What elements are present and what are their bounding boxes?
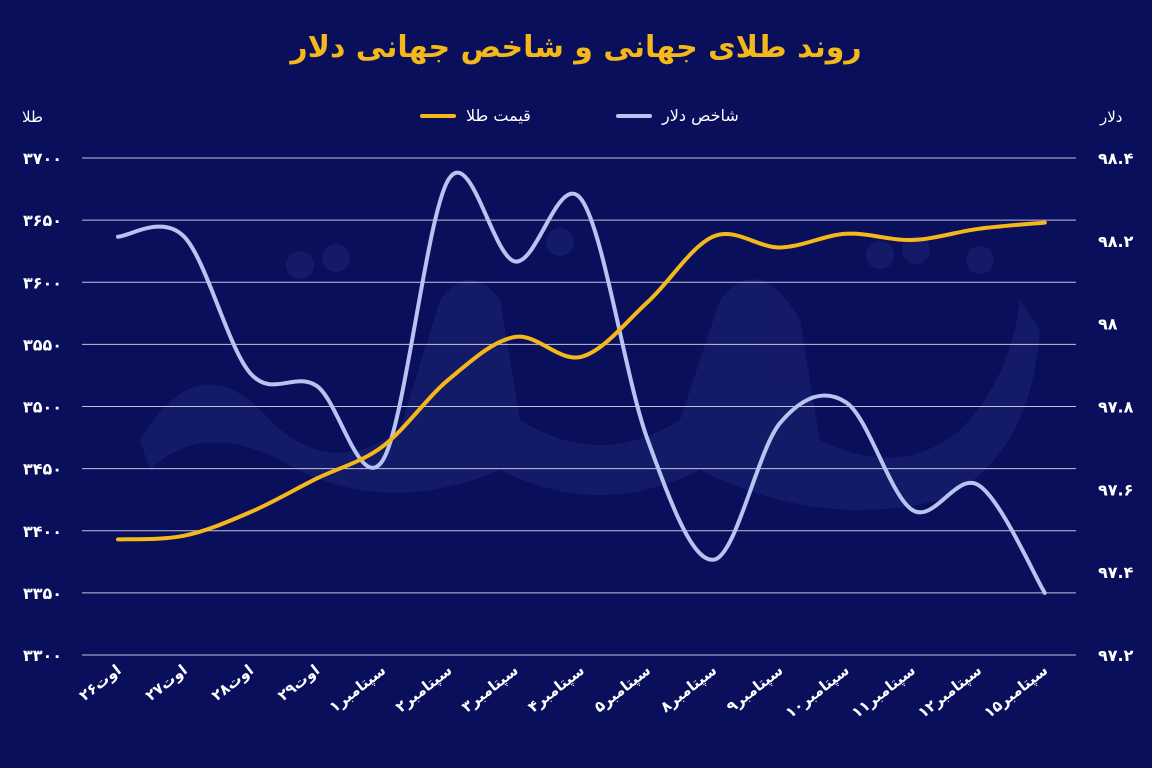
gold-price-line <box>116 220 1047 542</box>
left-tick-label: ۳۶۵۰ <box>23 211 62 230</box>
dollar-index-line <box>116 170 1047 595</box>
right-tick-label: ۹۷.۲ <box>1098 646 1134 665</box>
left-tick-label: ۳۴۵۰ <box>23 460 62 479</box>
x-tick-label: ۲۹اوت <box>274 661 323 705</box>
x-tick-label: ۱سپتامبر <box>326 661 390 717</box>
left-tick-label: ۳۳۰۰ <box>23 646 62 665</box>
x-tick-label: ۳سپتامبر <box>458 661 522 717</box>
left-tick-label: ۳۴۰۰ <box>23 522 62 541</box>
legend-label-gold: قیمت طلا <box>466 106 531 125</box>
right-tick-label: ۹۷.۸ <box>1098 398 1134 417</box>
x-tick-label: ۲۸اوت <box>208 661 257 705</box>
grid-lines <box>82 157 1076 656</box>
watermark-logo <box>140 228 1040 510</box>
x-tick-label: ۱۱سپتامبر <box>848 661 919 723</box>
left-tick-label: ۳۳۵۰ <box>23 584 62 603</box>
legend-item-dollar: شاخص دلار <box>616 106 739 125</box>
x-tick-label: ۱۵سپتامبر <box>981 661 1052 723</box>
legend-swatch-gold <box>420 113 456 118</box>
right-tick-label: ۹۷.۶ <box>1098 480 1133 499</box>
legend-item-gold: قیمت طلا <box>420 106 531 125</box>
x-tick-label: ۴سپتامبر <box>524 661 588 717</box>
legend-swatch-dollar <box>616 113 652 118</box>
x-tick-label: ۱۲سپتامبر <box>914 661 985 723</box>
left-tick-label: ۳۷۰۰ <box>23 149 62 168</box>
right-axis-unit: دلار <box>1100 108 1123 126</box>
legend-label-dollar: شاخص دلار <box>662 106 739 125</box>
right-tick-label: ۹۷.۴ <box>1098 563 1134 582</box>
right-tick-label: ۹۸ <box>1098 315 1118 334</box>
x-tick-label: ۵سپتامبر <box>591 661 655 717</box>
x-tick-label: ۹سپتامبر <box>723 661 787 717</box>
left-axis-unit: طلا <box>22 108 43 126</box>
x-tick-label: ۱۰سپتامبر <box>782 661 853 723</box>
left-axis-ticks: ۳۷۰۰ ۳۶۵۰ ۳۶۰۰ ۳۵۵۰ ۳۵۰۰ ۳۴۵۰ ۳۴۰۰ ۳۳۵۰ ۳۳۰۰ <box>23 149 62 665</box>
right-tick-label: ۹۸.۲ <box>1098 232 1134 251</box>
x-tick-label: ۲سپتامبر <box>392 661 456 717</box>
left-tick-label: ۳۵۵۰ <box>23 335 62 354</box>
x-tick-label: ۲۶اوت <box>76 661 125 705</box>
right-axis-ticks: ۹۸.۴ ۹۸.۲ ۹۸ ۹۷.۸ ۹۷.۶ ۹۷.۴ ۹۷.۲ <box>1098 149 1134 665</box>
legend: قیمت طلا شاخص دلار <box>0 106 1152 132</box>
left-tick-label: ۳۶۰۰ <box>23 273 62 292</box>
chart-title: روند طلای جهانی و شاخص جهانی دلار <box>290 30 862 65</box>
right-tick-label: ۹۸.۴ <box>1098 149 1134 168</box>
x-tick-label: ۸سپتامبر <box>657 661 721 717</box>
left-tick-label: ۳۵۰۰ <box>23 398 62 417</box>
series-lines <box>116 170 1047 595</box>
x-tick-label: ۲۷اوت <box>142 661 191 705</box>
